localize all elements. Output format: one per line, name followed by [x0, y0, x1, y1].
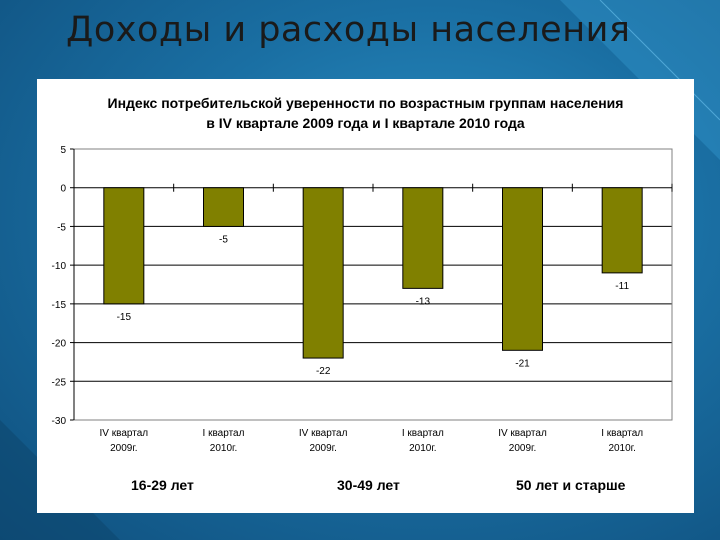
y-tick-label: 0	[60, 184, 66, 195]
data-label: -21	[515, 358, 530, 369]
y-tick-label: -5	[57, 222, 66, 233]
chart-title-line-1: Индекс потребительской уверенности по во…	[107, 95, 624, 111]
chart-panel: Индекс потребительской уверенности по во…	[37, 79, 694, 513]
y-tick-label: -25	[52, 377, 67, 388]
y-tick-label: -20	[52, 339, 67, 350]
chart-title: Индекс потребительской уверенности по во…	[37, 93, 694, 133]
category-label: 2009г.	[110, 443, 137, 454]
bar	[103, 187, 145, 305]
group-label-50-plus: 50 лет и старше	[516, 477, 626, 493]
category-label: 2009г.	[309, 443, 336, 454]
slide-title: Доходы и расходы населения	[66, 10, 631, 50]
y-tick-label: -30	[52, 416, 67, 427]
y-tick-label: 5	[60, 145, 66, 156]
data-label: -13	[416, 296, 431, 307]
data-label: -15	[117, 312, 132, 323]
y-tick-label: -10	[52, 261, 67, 272]
y-tick-label: -15	[52, 300, 67, 311]
data-label: -5	[219, 234, 228, 245]
category-label: IV квартал	[498, 428, 547, 439]
group-label-16-29: 16-29 лет	[131, 477, 194, 493]
category-label: 2010г.	[210, 443, 237, 454]
category-label: I квартал	[203, 428, 245, 439]
bar-chart: 5 0 -5 -10 -15 -20 -25 -30 -15 IV квартал 2009г. -5…	[52, 145, 673, 454]
bar	[203, 187, 244, 227]
bar	[402, 187, 444, 289]
category-label: 2010г.	[608, 443, 635, 454]
category-label: IV квартал	[100, 428, 149, 439]
bar	[502, 187, 543, 351]
category-label: 2009г.	[509, 443, 536, 454]
category-label: I квартал	[601, 428, 643, 439]
bar	[302, 187, 344, 359]
chart-title-line-2: в IV квартале 2009 года и I квартале 201…	[206, 115, 525, 131]
category-label: IV квартал	[299, 428, 348, 439]
data-label: -11	[615, 281, 629, 292]
bar	[601, 187, 643, 274]
category-label: 2010г.	[409, 443, 436, 454]
data-label: -22	[316, 366, 331, 377]
group-label-30-49: 30-49 лет	[337, 477, 400, 493]
category-label: I квартал	[402, 428, 444, 439]
